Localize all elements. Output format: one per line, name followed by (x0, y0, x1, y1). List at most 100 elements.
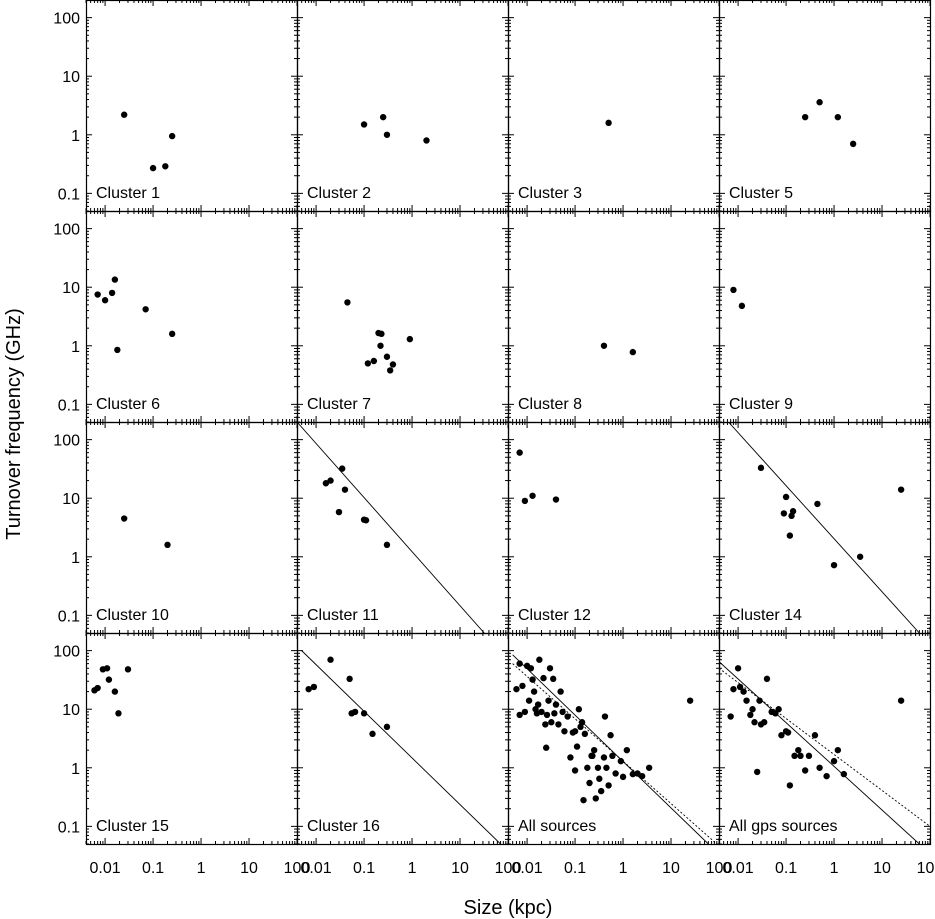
y-tick-label: 100 (53, 222, 80, 239)
data-point (344, 299, 351, 306)
panel: All sources (507, 632, 721, 846)
data-point (629, 348, 637, 356)
data-point (567, 754, 574, 761)
y-tick-label: 100 (53, 433, 80, 450)
data-point (383, 723, 391, 731)
data-point (782, 493, 790, 501)
data-point (525, 697, 533, 704)
data-point (775, 706, 782, 713)
panel: Cluster 9 (718, 210, 932, 424)
data-point (856, 553, 864, 560)
x-tick-label: 0.1 (142, 860, 164, 877)
data-point (747, 711, 754, 719)
data-point (516, 449, 523, 456)
data-point (338, 465, 346, 472)
data-point (543, 711, 551, 719)
data-point (834, 746, 842, 754)
x-tick-label: 1 (408, 860, 417, 877)
data-point (168, 132, 176, 140)
panel-label: Cluster 5 (729, 185, 793, 202)
data-point (322, 480, 330, 487)
data-point (816, 764, 823, 771)
data-point (738, 302, 746, 310)
y-tick-label: 1 (71, 550, 80, 567)
y-tick-label: 10 (62, 69, 80, 86)
data-point (603, 764, 610, 771)
x-tick-label: 0.01 (512, 860, 543, 877)
data-point (786, 532, 794, 539)
data-point (816, 99, 823, 106)
data-point (103, 665, 111, 672)
data-point (730, 286, 737, 294)
data-point (609, 752, 616, 760)
x-tick-label: 0.01 (723, 860, 754, 877)
panel-label: Cluster 2 (307, 185, 371, 202)
data-point (571, 767, 579, 774)
data-point (305, 685, 312, 693)
data-point (360, 121, 368, 128)
y-tick-label: 100 (53, 11, 80, 28)
data-point (108, 289, 116, 297)
data-point (552, 496, 560, 503)
data-point (638, 772, 646, 780)
data-point (111, 688, 119, 695)
data-point (335, 508, 343, 516)
y-tick-label: 0.1 (58, 397, 80, 414)
data-point (423, 137, 430, 144)
data-point (801, 767, 809, 774)
data-point (607, 732, 614, 739)
data-point (379, 113, 387, 121)
data-point (811, 732, 819, 739)
data-point (538, 708, 545, 716)
data-point (346, 675, 353, 683)
x-tick-label: 10 (662, 860, 680, 877)
data-point (584, 764, 591, 771)
y-tick-label: 1 (71, 128, 80, 145)
data-point (386, 367, 394, 374)
data-point (162, 163, 169, 170)
data-point (549, 675, 557, 683)
data-point (548, 719, 555, 726)
data-point (513, 685, 520, 693)
fit-line (301, 650, 501, 844)
data-point (834, 113, 842, 121)
data-point (830, 561, 838, 569)
data-point (571, 728, 579, 735)
panel-label: Cluster 3 (518, 185, 582, 202)
x-tick-label: 100 (917, 860, 935, 877)
data-point (168, 330, 176, 338)
data-point (589, 752, 596, 760)
y-tick-label: 0.1 (58, 819, 80, 836)
data-point (612, 770, 619, 777)
data-point (527, 665, 535, 672)
y-tick-label: 1 (71, 339, 80, 356)
data-point (534, 701, 542, 708)
data-point (561, 728, 568, 735)
x-axis-title: Size (kpc) (464, 897, 553, 919)
data-point (756, 697, 763, 704)
y-tick-label: 10 (62, 702, 80, 719)
y-tick-label: 10 (62, 280, 80, 297)
data-point (378, 330, 385, 338)
data-point (751, 719, 758, 726)
panel-label: Cluster 10 (96, 607, 169, 624)
data-point (730, 685, 737, 693)
panel-label: Cluster 16 (307, 818, 380, 835)
data-point (546, 665, 554, 672)
fit-line (297, 422, 485, 633)
panel-label: All gps sources (729, 818, 838, 835)
data-point (601, 713, 609, 720)
data-point (645, 764, 653, 771)
data-point (351, 708, 359, 716)
panel-label: Cluster 11 (307, 607, 379, 624)
data-point (552, 701, 560, 708)
panel-frame (718, 632, 932, 846)
panel: Cluster 6 (85, 210, 299, 424)
x-tick-label: 10 (873, 860, 891, 877)
data-point (623, 746, 631, 754)
x-tick-label: 0.1 (353, 860, 375, 877)
data-point (592, 795, 599, 802)
data-point (784, 729, 792, 736)
panel: Cluster 1 (85, 0, 299, 213)
